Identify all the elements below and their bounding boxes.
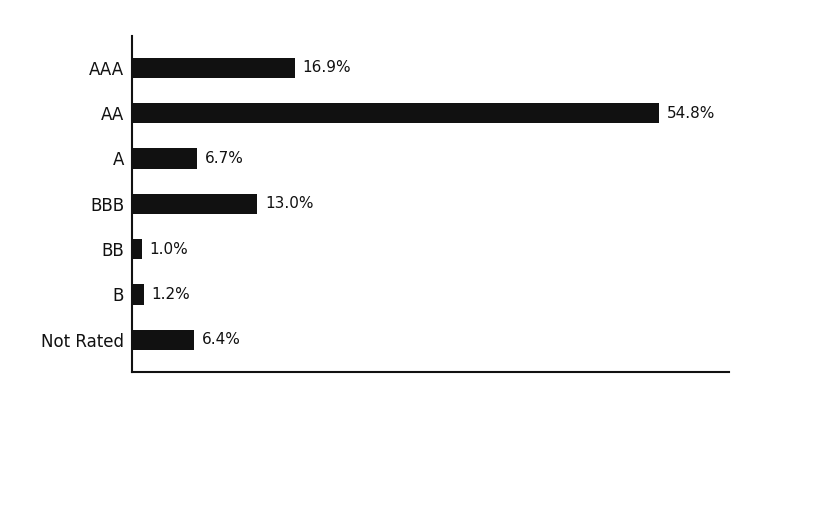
Bar: [132, 148, 197, 169]
Bar: [132, 194, 257, 214]
Bar: [132, 239, 142, 260]
Text: 6.7%: 6.7%: [204, 151, 243, 166]
Bar: [132, 103, 658, 123]
Text: 13.0%: 13.0%: [265, 196, 313, 212]
Bar: [132, 330, 194, 350]
Text: 16.9%: 16.9%: [303, 60, 351, 75]
Text: 6.4%: 6.4%: [202, 332, 241, 347]
Bar: [132, 58, 294, 78]
Text: 54.8%: 54.8%: [667, 106, 715, 121]
Bar: [132, 284, 144, 304]
Text: 1.0%: 1.0%: [150, 241, 189, 256]
Text: 1.2%: 1.2%: [151, 287, 190, 302]
